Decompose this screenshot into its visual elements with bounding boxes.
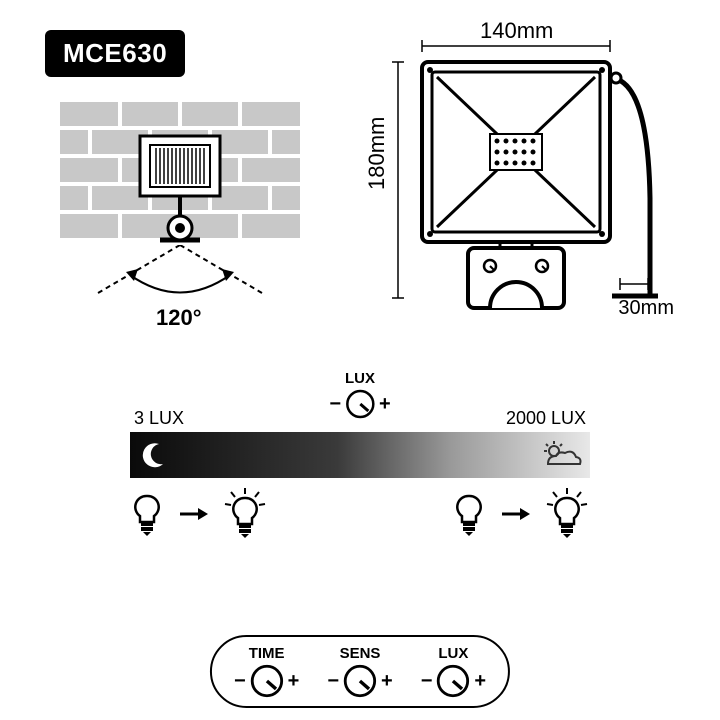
lux-dial-label: LUX [329,370,390,387]
time-dial-label: TIME [234,645,299,662]
bulb-on-icon [544,488,590,540]
lux-dial-top: LUX − + [329,370,390,419]
sens-dial: SENS − + [327,645,392,698]
detection-angle-label: 120° [156,305,202,331]
wall-mount-diagram: 120° [60,100,300,320]
moon-icon [140,441,168,469]
lux-min-label: 3 LUX [134,408,184,429]
dial-icon [250,664,284,698]
lux-gradient-bar [130,432,590,478]
minus-icon: − [234,670,246,693]
bulb-on-icon [222,488,268,540]
plus-icon: + [474,670,486,693]
dials-panel: TIME − + SENS − + LUX − + [210,635,510,708]
lux-dial-label: LUX [421,645,486,662]
dial-icon [345,389,375,419]
sens-dial-label: SENS [327,645,392,662]
plus-icon: + [381,670,393,693]
height-label: 180mm [364,117,390,190]
bulb-off-icon [452,490,486,538]
arrow-right-icon [500,506,530,522]
brick-wall-icon [60,100,300,260]
bulb-pair-day [452,488,590,540]
lux-section: LUX − + 3 LUX 2000 LUX [130,370,590,570]
bulb-row [130,488,590,540]
sun-cloud-icon [538,439,582,471]
lux-dial: LUX − + [421,645,486,698]
minus-icon: − [327,670,339,693]
floodlight-icon [390,38,680,348]
plus-icon: + [288,670,300,693]
lux-max-label: 2000 LUX [506,408,586,429]
plus-icon: + [379,393,391,416]
minus-icon: − [421,670,433,693]
time-dial: TIME − + [234,645,299,698]
bulb-off-icon [130,490,164,538]
model-badge: MCE630 [45,30,185,77]
arrow-right-icon [178,506,208,522]
minus-icon: − [329,393,341,416]
bulb-pair-night [130,488,268,540]
dial-icon [436,664,470,698]
product-dimensions-diagram: 140mm 180mm 30mm [360,10,680,350]
dial-icon [343,664,377,698]
